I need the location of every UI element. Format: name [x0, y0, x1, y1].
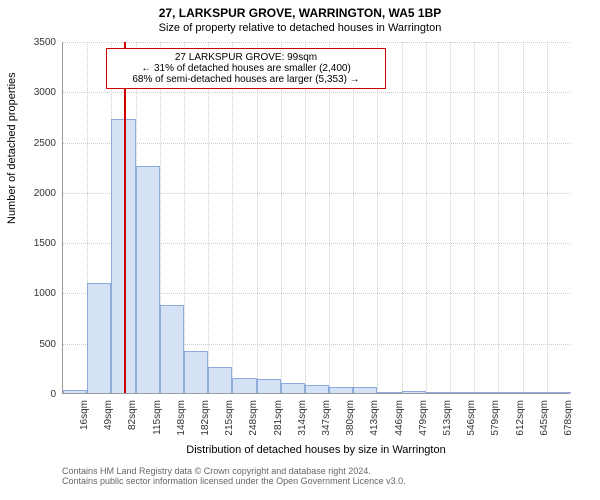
xtick-label: 82sqm — [127, 400, 138, 450]
xtick-label: 148sqm — [176, 400, 187, 450]
xtick-label: 645sqm — [539, 400, 550, 450]
histogram-bar — [305, 385, 329, 393]
ytick-label: 3500 — [16, 37, 56, 48]
gridline-v — [232, 42, 233, 393]
xtick-label: 413sqm — [369, 400, 380, 450]
gridline-v — [547, 42, 548, 393]
gridline-h — [63, 92, 570, 93]
chart-title: 27, LARKSPUR GROVE, WARRINGTON, WA5 1BP — [0, 6, 600, 20]
histogram-bar — [329, 387, 353, 393]
xtick-label: 612sqm — [515, 400, 526, 450]
gridline-h — [63, 42, 570, 43]
xtick-label: 446sqm — [394, 400, 405, 450]
chart-subtitle: Size of property relative to detached ho… — [0, 22, 600, 34]
annotation-line: ← 31% of detached houses are smaller (2,… — [110, 63, 382, 74]
histogram-bar — [474, 392, 498, 393]
xtick-label: 479sqm — [418, 400, 429, 450]
xtick-label: 513sqm — [442, 400, 453, 450]
property-annotation: 27 LARKSPUR GROVE: 99sqm← 31% of detache… — [106, 48, 386, 89]
ytick-label: 2500 — [16, 138, 56, 149]
xtick-label: 16sqm — [79, 400, 90, 450]
gridline-v — [305, 42, 306, 393]
histogram-bar — [426, 392, 450, 393]
xtick-label: 281sqm — [273, 400, 284, 450]
xtick-label: 115sqm — [152, 400, 163, 450]
histogram-bar — [232, 378, 256, 393]
chart-plot-area — [62, 42, 570, 394]
histogram-bar — [160, 305, 184, 394]
gridline-v — [257, 42, 258, 393]
xtick-label: 49sqm — [103, 400, 114, 450]
histogram-bar — [281, 383, 305, 393]
ytick-label: 500 — [16, 339, 56, 350]
histogram-bar — [136, 166, 160, 393]
annotation-line: 27 LARKSPUR GROVE: 99sqm — [110, 52, 382, 63]
xtick-label: 678sqm — [563, 400, 574, 450]
ytick-label: 1500 — [16, 238, 56, 249]
histogram-bar — [547, 392, 571, 393]
footer-line: Contains public sector information licen… — [62, 476, 406, 486]
property-marker-line — [124, 42, 126, 393]
gridline-v — [498, 42, 499, 393]
histogram-bar — [184, 351, 208, 393]
gridline-v — [402, 42, 403, 393]
xtick-label: 380sqm — [345, 400, 356, 450]
histogram-bar — [450, 392, 474, 393]
histogram-bar — [498, 392, 522, 393]
gridline-h — [63, 143, 570, 144]
ytick-label: 2000 — [16, 188, 56, 199]
gridline-v — [426, 42, 427, 393]
gridline-v — [208, 42, 209, 393]
gridline-v — [474, 42, 475, 393]
xtick-label: 182sqm — [200, 400, 211, 450]
ytick-label: 0 — [16, 389, 56, 400]
ytick-label: 3000 — [16, 87, 56, 98]
xtick-label: 248sqm — [248, 400, 259, 450]
xtick-label: 347sqm — [321, 400, 332, 450]
gridline-v — [450, 42, 451, 393]
xtick-label: 579sqm — [490, 400, 501, 450]
gridline-v — [329, 42, 330, 393]
gridline-v — [377, 42, 378, 393]
annotation-line: 68% of semi-detached houses are larger (… — [110, 74, 382, 85]
ytick-label: 1000 — [16, 288, 56, 299]
histogram-bar — [523, 392, 547, 393]
gridline-v — [523, 42, 524, 393]
footer-attribution: Contains HM Land Registry data © Crown c… — [62, 466, 406, 486]
histogram-bar — [402, 391, 426, 393]
histogram-bar — [63, 390, 87, 393]
footer-line: Contains HM Land Registry data © Crown c… — [62, 466, 406, 476]
gridline-v — [281, 42, 282, 393]
gridline-v — [184, 42, 185, 393]
gridline-v — [353, 42, 354, 393]
xtick-label: 314sqm — [297, 400, 308, 450]
xtick-label: 215sqm — [224, 400, 235, 450]
xtick-label: 546sqm — [466, 400, 477, 450]
histogram-bar — [377, 392, 401, 393]
histogram-bar — [257, 379, 281, 393]
histogram-bar — [208, 367, 232, 393]
histogram-bar — [87, 283, 111, 393]
histogram-bar — [353, 387, 377, 393]
